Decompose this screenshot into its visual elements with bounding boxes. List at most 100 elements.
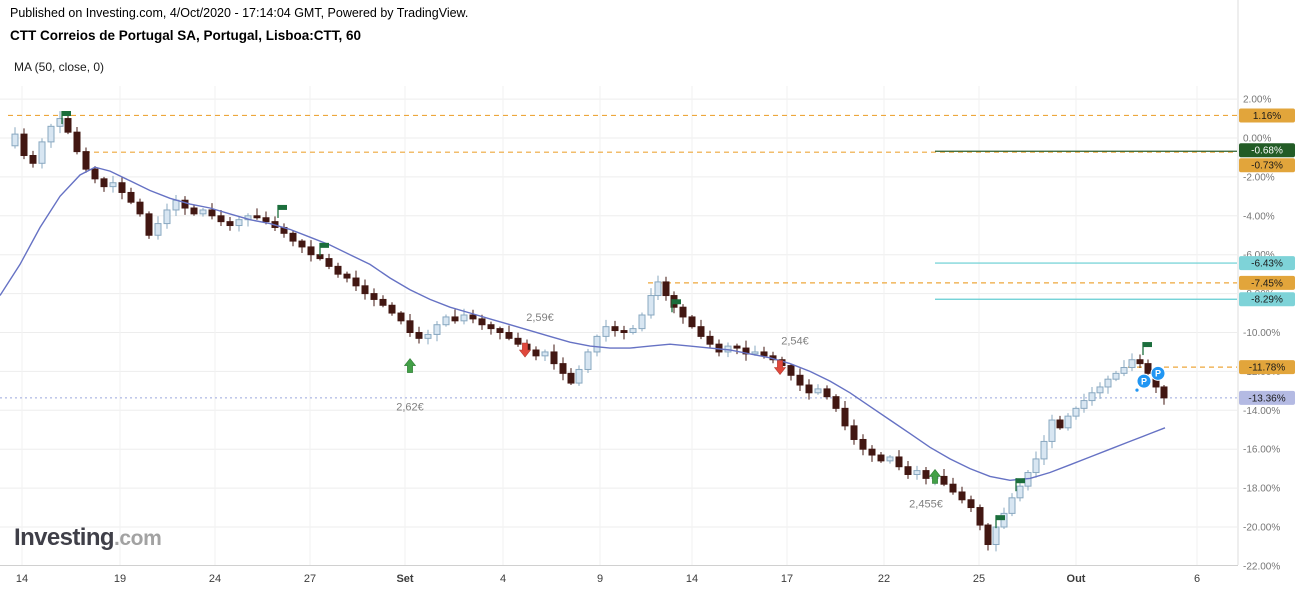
- markers: PP: [61, 110, 1166, 529]
- candle-body: [967, 499, 975, 509]
- candle-body: [352, 277, 360, 287]
- flag-icon: [996, 515, 1005, 521]
- x-axis-tick-label: 19: [114, 573, 126, 585]
- y-axis-tick-label: -18.00%: [1243, 484, 1280, 495]
- candle-body: [109, 182, 117, 188]
- candle-body: [805, 384, 813, 394]
- candle-body: [1056, 419, 1064, 429]
- y-axis-tick-label: 2.00%: [1243, 95, 1271, 106]
- price-annotation: 2,59€: [526, 312, 554, 324]
- y-axis-tick-label: -6.00%: [1243, 250, 1275, 261]
- price-level-tag: [1239, 360, 1295, 375]
- price-level-tag-label: -8.29%: [1251, 295, 1283, 306]
- y-axis-tick-label: -2.00%: [1243, 172, 1275, 183]
- grid: [0, 86, 1237, 565]
- candle-body: [163, 209, 171, 225]
- price-level-tag: [1239, 108, 1295, 123]
- x-axis-tick-label: 14: [686, 573, 698, 585]
- investing-logo-suffix: .com: [113, 527, 162, 550]
- candle-body: [1008, 497, 1016, 514]
- flag-icon: [320, 242, 329, 248]
- flag-icon: [672, 299, 681, 305]
- candle-body: [20, 133, 28, 157]
- symbol-title: CTT Correios de Portugal SA, Portugal, L…: [10, 28, 362, 43]
- candle-body: [1104, 378, 1112, 388]
- candle-body: [1080, 400, 1088, 409]
- candle-body: [733, 345, 741, 349]
- candle-body: [532, 349, 540, 357]
- bottom-axis-strip: [0, 566, 1299, 597]
- flag-icon: [1016, 478, 1025, 484]
- price-annotation: 2,455€: [909, 499, 943, 511]
- candle-body: [217, 215, 225, 223]
- candle-body: [859, 438, 867, 450]
- candle-body: [307, 246, 315, 256]
- candle-body: [47, 125, 55, 143]
- candle-body: [298, 240, 306, 248]
- candle-body: [742, 347, 750, 355]
- candle-body: [832, 396, 840, 409]
- candle-body: [172, 199, 180, 211]
- price-level-tag: [1239, 275, 1295, 290]
- candle-body: [958, 491, 966, 501]
- candle-body: [56, 118, 64, 127]
- candle-body: [984, 524, 992, 546]
- price-level-tag-label: -6.43%: [1251, 259, 1283, 270]
- x-axis-tick-label: 14: [16, 573, 28, 585]
- candle-body: [1072, 407, 1080, 417]
- candle-body: [1128, 359, 1136, 369]
- flag-icon: [62, 110, 71, 116]
- price-level-tag: [1239, 390, 1295, 405]
- candle-body: [541, 351, 549, 357]
- price-level-tag: [1239, 143, 1295, 158]
- candle-body: [289, 232, 297, 242]
- candle-body: [886, 456, 894, 462]
- x-axis-tick-label: 6: [1194, 573, 1200, 585]
- candle-body: [91, 168, 99, 180]
- candle-body: [154, 223, 162, 236]
- candle-body: [868, 448, 876, 456]
- right-axis: 2.00%0.00%-2.00%-4.00%-6.00%-8.00%-10.00…: [1237, 0, 1299, 597]
- price-level-tag-label: -11.78%: [1249, 363, 1286, 374]
- candle-body: [361, 285, 369, 295]
- candle-body: [262, 217, 270, 223]
- price-level-tag-label: -0.73%: [1251, 161, 1283, 172]
- price-annotation: 2,54€: [781, 335, 809, 347]
- x-axis-tick-label: Set: [396, 573, 413, 585]
- y-axis-tick-label: -10.00%: [1243, 328, 1280, 339]
- candle-body: [343, 273, 351, 279]
- candle-body: [370, 293, 378, 300]
- candle-body: [496, 328, 504, 333]
- candle-body: [760, 351, 768, 357]
- candle-body: [814, 388, 822, 394]
- candle-body: [796, 374, 804, 386]
- candle-body: [514, 337, 522, 345]
- price-level-tag: [1239, 158, 1295, 173]
- x-axis-tick-label: 25: [973, 573, 985, 585]
- x-axis-tick-label: 27: [304, 573, 316, 585]
- candle-body: [913, 470, 921, 475]
- y-axis-tick-label: 0.00%: [1243, 134, 1271, 145]
- price-annotations: 2,59€ 2,54€ 2,62€ 2,455€: [396, 312, 943, 511]
- y-axis-tick-label: -16.00%: [1243, 445, 1280, 456]
- candle-body: [1032, 458, 1040, 474]
- candle-body: [688, 316, 696, 328]
- candle-body: [679, 306, 687, 318]
- candle-body: [1088, 392, 1096, 402]
- candle-body: [584, 351, 592, 370]
- candle-body: [1160, 386, 1168, 399]
- candle-body: [567, 372, 575, 384]
- candle-body: [602, 326, 610, 337]
- candle-body: [787, 365, 795, 376]
- candle-body: [575, 368, 583, 384]
- down-arrow-marker: [518, 342, 532, 358]
- candle-body: [1048, 419, 1056, 442]
- y-axis-tick-label: -14.00%: [1243, 406, 1280, 417]
- x-axis-tick-label: 22: [878, 573, 890, 585]
- investing-logo-text: Investing: [14, 524, 115, 551]
- candle-body: [877, 454, 885, 462]
- candle-body: [1144, 363, 1152, 374]
- candle-body: [1136, 359, 1144, 365]
- price-level-tag-label: -13.36%: [1248, 393, 1285, 404]
